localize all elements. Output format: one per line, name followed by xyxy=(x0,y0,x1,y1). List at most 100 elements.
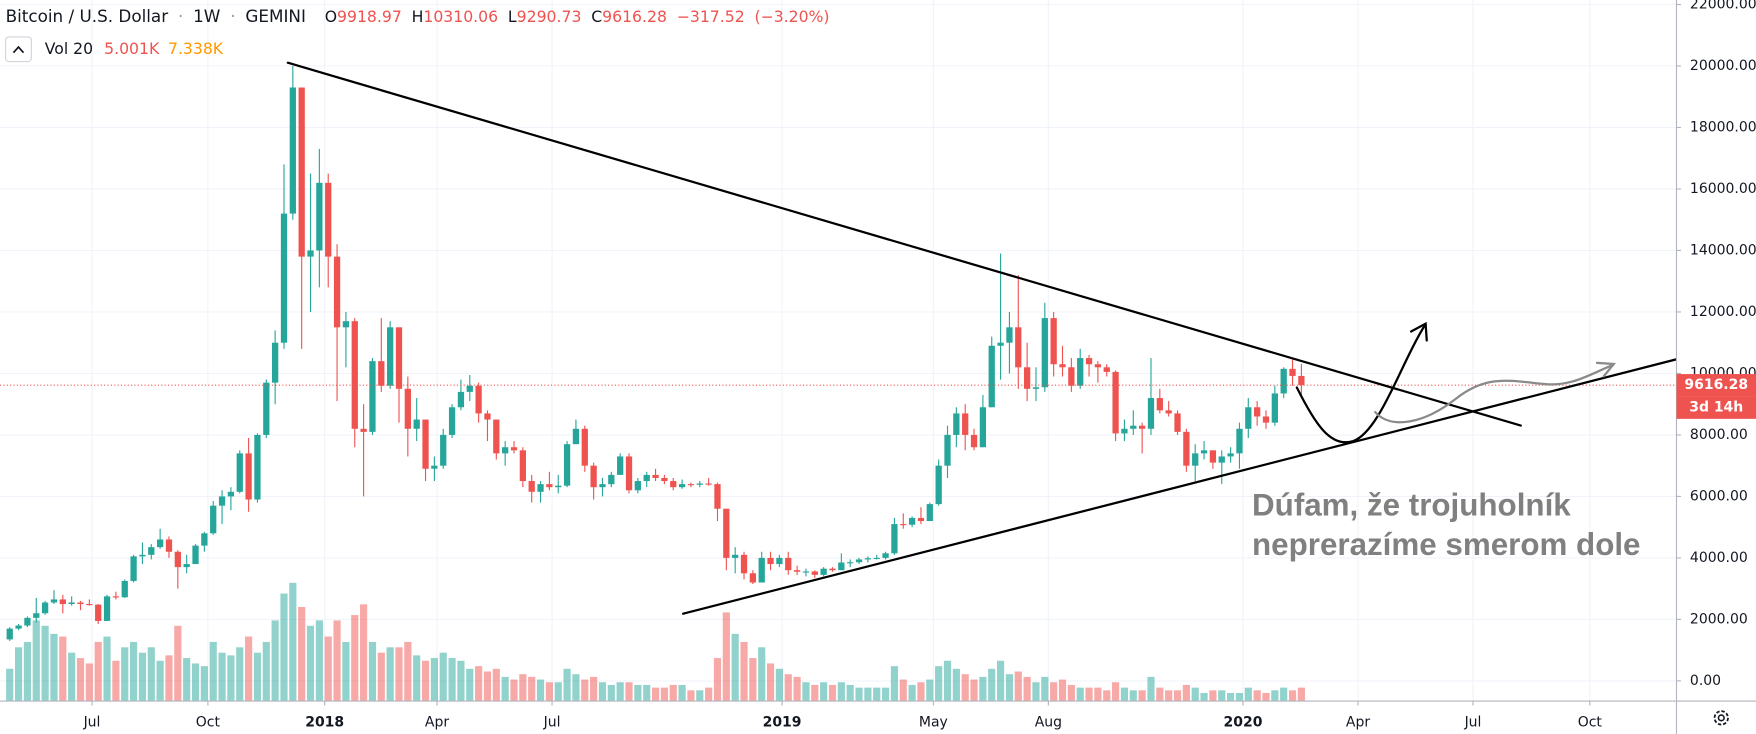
volume-bar xyxy=(678,684,686,702)
volume-bar xyxy=(439,652,447,702)
change-percent: (−3.20%) xyxy=(754,6,829,25)
candle-body xyxy=(502,447,509,454)
candle-body xyxy=(165,539,173,552)
volume-bar xyxy=(475,666,483,702)
volume-bar xyxy=(705,687,713,702)
candle-body xyxy=(174,551,181,568)
separator: · xyxy=(178,6,183,26)
candle-body xyxy=(156,539,164,548)
volume-bar xyxy=(1253,690,1261,702)
candle-body xyxy=(86,604,93,606)
volume-bar xyxy=(696,690,704,702)
gear-outer[interactable] xyxy=(1713,710,1729,726)
volume-bar xyxy=(112,660,120,702)
volume-bar xyxy=(554,682,562,702)
volume-bar xyxy=(492,668,500,702)
volume-bar xyxy=(722,612,730,702)
volume-bar xyxy=(669,684,677,702)
ohlc-value: 9918.97 xyxy=(337,6,402,25)
collapse-icon[interactable] xyxy=(12,45,25,54)
ohlc-letter: H xyxy=(412,6,424,25)
candle-body xyxy=(333,256,341,328)
volume-bar xyxy=(793,676,801,702)
volume-bar xyxy=(377,652,385,702)
candle-body xyxy=(687,484,695,486)
x-tick-label: Oct xyxy=(1578,714,1603,730)
volume-bar xyxy=(961,674,969,702)
candle-body xyxy=(678,484,686,488)
candle-body xyxy=(519,450,526,482)
candle-body xyxy=(590,465,597,488)
candle-body xyxy=(112,596,120,598)
volume-bar xyxy=(1165,690,1173,702)
y-tick-label: 8000.00 xyxy=(1690,427,1748,443)
countdown-box xyxy=(1676,396,1756,419)
candle-body xyxy=(1254,407,1261,417)
candle-body xyxy=(661,477,668,482)
candle-body xyxy=(484,413,491,420)
collapse-box[interactable] xyxy=(5,36,32,63)
volume-bar xyxy=(218,652,226,702)
volume-bar xyxy=(333,620,341,702)
candle-body xyxy=(970,434,978,448)
volume-bar xyxy=(1085,687,1093,702)
collapse-button[interactable] xyxy=(5,36,32,63)
volume-bar xyxy=(430,658,438,702)
candle-body xyxy=(457,391,465,408)
settings-button[interactable] xyxy=(1713,710,1729,726)
candle-body xyxy=(1271,393,1278,423)
volume-bar xyxy=(784,674,792,702)
volume-bar xyxy=(1005,674,1014,702)
volume-bar xyxy=(156,660,164,702)
volume-bar xyxy=(935,666,943,702)
arrow-side-head xyxy=(1595,361,1617,378)
candle-body xyxy=(103,596,111,621)
change: −317.52 xyxy=(677,6,745,25)
candle-body xyxy=(608,474,615,485)
ohlc-letter: O xyxy=(325,6,337,25)
candle-body xyxy=(767,557,774,565)
candle-body xyxy=(1068,367,1075,386)
y-tick-label: 12000.00 xyxy=(1690,304,1756,320)
candle-body xyxy=(360,428,367,432)
volume-bar xyxy=(85,663,93,702)
candle-body xyxy=(1156,398,1163,411)
arrow-up-head xyxy=(1409,321,1428,342)
time-axis xyxy=(0,701,1677,734)
volume-bar xyxy=(50,633,58,702)
volume-bar xyxy=(1271,690,1279,702)
volume-bar xyxy=(1138,690,1146,702)
candle-body xyxy=(404,388,411,429)
candle-body xyxy=(1023,367,1031,389)
candle-body xyxy=(148,547,155,555)
volume-bar xyxy=(236,647,244,702)
volume-bar xyxy=(262,641,270,702)
volume-bar xyxy=(466,668,474,702)
candle-body xyxy=(24,617,31,626)
volume-bar xyxy=(1112,682,1120,702)
candle-body xyxy=(448,407,456,435)
gear-inner[interactable] xyxy=(1717,714,1725,722)
volume-bar xyxy=(1209,690,1217,702)
volume-bar xyxy=(421,660,430,702)
symbol: Bitcoin / U.S. Dollar xyxy=(6,6,169,26)
candle-body xyxy=(802,571,810,573)
volume-bar xyxy=(926,679,934,702)
x-tick-label: Aug xyxy=(1035,714,1062,730)
trendline-upper xyxy=(286,61,1522,427)
candle-body xyxy=(793,570,801,572)
volume-bar xyxy=(740,641,748,702)
candle-body xyxy=(634,481,641,491)
volume-bar xyxy=(289,582,297,702)
y-tick-label: 6000.00 xyxy=(1690,488,1748,504)
y-tick-label: 14000.00 xyxy=(1690,242,1756,258)
volume-bar xyxy=(1067,684,1075,702)
candle-body xyxy=(891,524,898,554)
volume-bar xyxy=(979,676,987,702)
volume-bar xyxy=(766,663,775,702)
volume-bar xyxy=(1156,687,1164,702)
volume-bar xyxy=(1076,687,1084,702)
candle-body xyxy=(121,580,128,598)
candle-body xyxy=(988,345,995,408)
